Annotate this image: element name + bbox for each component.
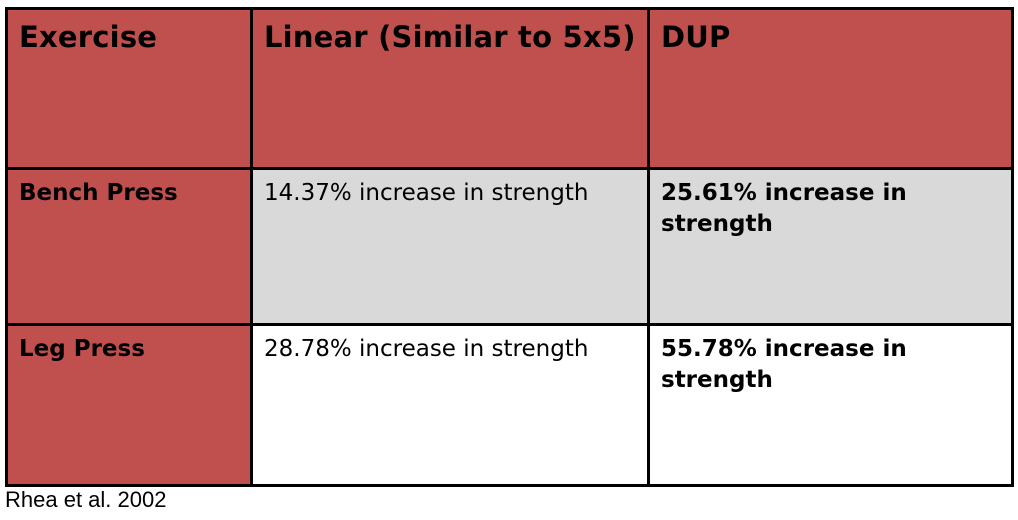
table-row: Leg Press 28.78% increase in strength 55… [5, 323, 1014, 487]
citation-text: Rhea et al. 2002 [5, 487, 167, 512]
comparison-table: Exercise Linear (Similar to 5x5) DUP Ben… [5, 7, 1014, 487]
exercise-name-cell: Leg Press [5, 323, 253, 487]
dup-result-cell: 55.78% increase in strength [647, 323, 1014, 487]
header-dup: DUP [647, 7, 1014, 170]
exercise-name-cell: Bench Press [5, 167, 253, 326]
header-linear: Linear (Similar to 5x5) [250, 7, 650, 170]
linear-result-cell: 14.37% increase in strength [250, 167, 650, 326]
table-row: Bench Press 14.37% increase in strength … [5, 167, 1014, 326]
header-exercise: Exercise [5, 7, 253, 170]
linear-result-cell: 28.78% increase in strength [250, 323, 650, 487]
dup-result-cell: 25.61% increase in strength [647, 167, 1014, 326]
table-header-row: Exercise Linear (Similar to 5x5) DUP [5, 7, 1014, 170]
